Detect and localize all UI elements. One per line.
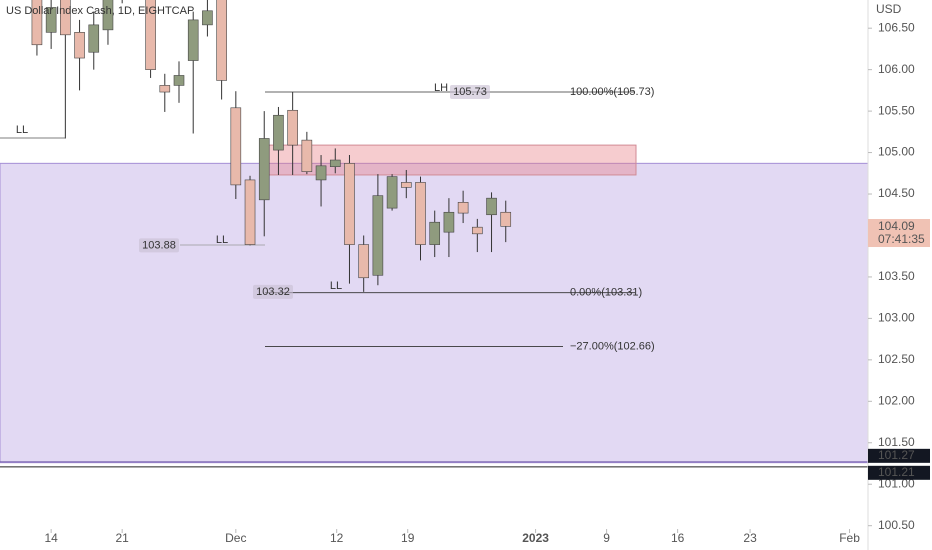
last-price: 104.09 bbox=[878, 219, 915, 233]
x-tick-label: 21 bbox=[115, 531, 129, 545]
chart-title: US Dollar Index Cash, 1D, EIGHTCAP bbox=[6, 5, 194, 17]
candle-body bbox=[60, 0, 71, 36]
x-tick-label: 23 bbox=[743, 531, 757, 545]
candle-body bbox=[358, 244, 369, 279]
candle-body bbox=[187, 19, 199, 61]
candle-body bbox=[415, 182, 426, 245]
candle-body bbox=[472, 226, 483, 235]
y-tick-label: 101.00 bbox=[878, 476, 915, 490]
x-axis: 14 21 Dec 12 19 2023 9 16 23 Feb bbox=[44, 529, 860, 545]
y-tick-label: 106.00 bbox=[878, 62, 915, 76]
candle-body bbox=[329, 159, 341, 167]
candle-body bbox=[486, 197, 497, 216]
zone bbox=[0, 162, 869, 464]
candle-body bbox=[457, 202, 469, 214]
candle-body bbox=[372, 195, 384, 276]
y-tick-label: 102.50 bbox=[878, 352, 915, 366]
candle-body bbox=[216, 0, 227, 81]
x-tick-label: Feb bbox=[839, 531, 860, 545]
x-tick-label: 2023 bbox=[522, 531, 549, 545]
candle-body bbox=[443, 211, 455, 233]
tag: LL bbox=[216, 234, 228, 246]
fib-label: 0.00%(103.31) bbox=[570, 287, 642, 299]
price-box-label: 103.88 bbox=[142, 239, 176, 251]
x-tick-label: 14 bbox=[44, 531, 58, 545]
price-box bbox=[139, 238, 179, 253]
y-tick-label: 105.50 bbox=[878, 103, 915, 117]
countdown: 07:41:35 bbox=[878, 232, 925, 246]
candle-body bbox=[301, 139, 313, 172]
fib-label: −27.00%(102.66) bbox=[570, 340, 655, 352]
hline-label: 101.27 bbox=[878, 448, 915, 462]
zone bbox=[267, 144, 637, 176]
y-axis: USD106.50106.00105.50105.00104.50104.001… bbox=[867, 0, 932, 550]
tag: LL bbox=[330, 280, 342, 292]
x-tick-label: 9 bbox=[603, 531, 610, 545]
candle-body bbox=[173, 75, 185, 86]
candle-body bbox=[244, 179, 256, 245]
y-tick-label: 100.50 bbox=[878, 518, 915, 532]
candle-body bbox=[344, 163, 355, 245]
candle-body bbox=[31, 0, 43, 46]
candle-body bbox=[74, 32, 85, 59]
price-box-label: 103.32 bbox=[256, 286, 290, 298]
candle-body bbox=[88, 24, 100, 53]
axis-unit: USD bbox=[876, 2, 902, 16]
y-tick-label: 102.00 bbox=[878, 393, 915, 407]
x-tick-label: 16 bbox=[671, 531, 685, 545]
hline-box bbox=[868, 465, 930, 480]
y-tick-label: 103.50 bbox=[878, 269, 915, 283]
x-tick-label: Dec bbox=[225, 531, 246, 545]
candle-body bbox=[400, 182, 412, 188]
x-tick-label: 19 bbox=[401, 531, 415, 545]
y-tick-label: 103.00 bbox=[878, 311, 915, 325]
candle-body bbox=[159, 85, 171, 93]
candle-body bbox=[273, 114, 284, 151]
y-tick-label: 101.50 bbox=[878, 435, 915, 449]
candle-body bbox=[202, 10, 213, 26]
y-tick-label: 104.50 bbox=[878, 186, 915, 200]
tag: LL bbox=[16, 124, 28, 136]
candle-body bbox=[230, 107, 242, 186]
candle-body bbox=[429, 221, 441, 245]
y-tick-label: 106.50 bbox=[878, 20, 915, 34]
price-box-label: 105.73 bbox=[453, 86, 487, 98]
candle-body bbox=[287, 109, 298, 146]
tag: LH bbox=[434, 82, 448, 94]
hline-label: 101.21 bbox=[878, 465, 915, 479]
candle-body bbox=[500, 211, 512, 227]
price-box bbox=[450, 85, 490, 100]
fib-label: 100.00%(105.73) bbox=[570, 86, 654, 98]
y-tick-label: 105.00 bbox=[878, 145, 915, 159]
candle-body bbox=[386, 176, 398, 209]
hline-box bbox=[868, 448, 930, 463]
x-tick-label: 12 bbox=[330, 531, 344, 545]
candle-body bbox=[258, 138, 270, 201]
last-price-box bbox=[868, 219, 930, 248]
candle-body bbox=[102, 0, 114, 31]
candle-body bbox=[315, 165, 327, 181]
candle-body bbox=[45, 7, 57, 33]
candle-body bbox=[145, 0, 156, 70]
price-box bbox=[253, 284, 293, 299]
